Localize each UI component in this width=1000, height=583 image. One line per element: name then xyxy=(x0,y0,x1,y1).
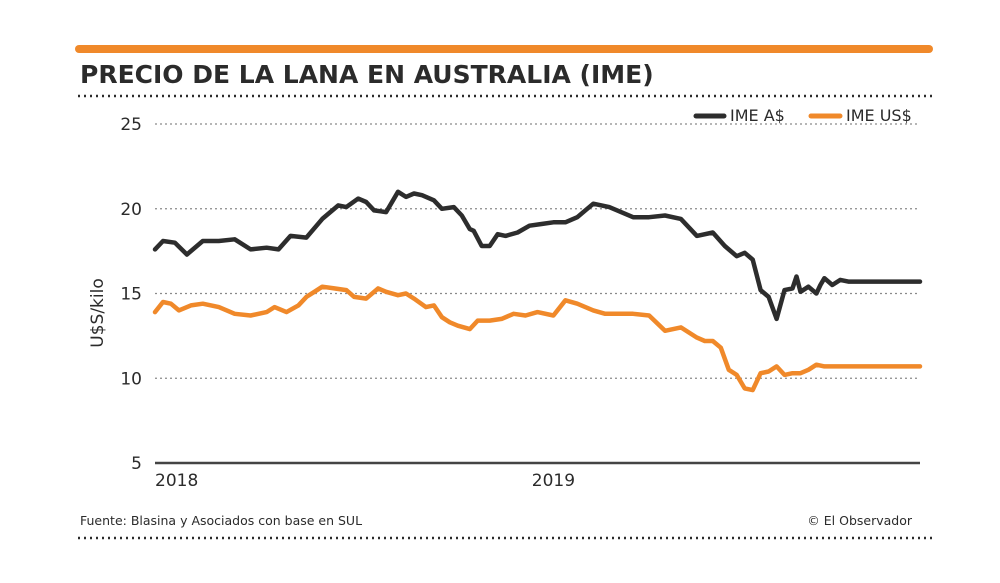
gridlines xyxy=(155,123,920,379)
series-line-ime-us xyxy=(152,284,923,393)
legend: IME A$ IME US$ xyxy=(693,106,912,125)
series-lines xyxy=(152,189,923,393)
y-axis-label: U$S/kilo xyxy=(88,278,108,347)
y-tick-label: 5 xyxy=(131,454,142,474)
source-note: Fuente: Blasina y Asociados con base en … xyxy=(80,513,362,528)
legend-label-ime-a: IME A$ xyxy=(730,106,785,125)
y-tick-label: 10 xyxy=(120,369,142,389)
y-tick-labels: 5 10 15 20 25 xyxy=(120,115,142,474)
title-accent-bar xyxy=(75,45,933,53)
chart-title: PRECIO DE LA LANA EN AUSTRALIA (IME) xyxy=(80,60,654,89)
series-line-ime-a xyxy=(152,189,923,322)
credit-note: © El Observador xyxy=(807,513,913,528)
y-tick-label: 20 xyxy=(120,200,142,220)
y-tick-label: 25 xyxy=(120,115,142,135)
x-tick-labels: 2018 2019 xyxy=(155,471,575,491)
y-tick-label: 15 xyxy=(120,285,142,305)
x-tick-label: 2018 xyxy=(155,471,198,491)
x-tick-label: 2019 xyxy=(532,471,575,491)
legend-label-ime-us: IME US$ xyxy=(846,106,912,125)
